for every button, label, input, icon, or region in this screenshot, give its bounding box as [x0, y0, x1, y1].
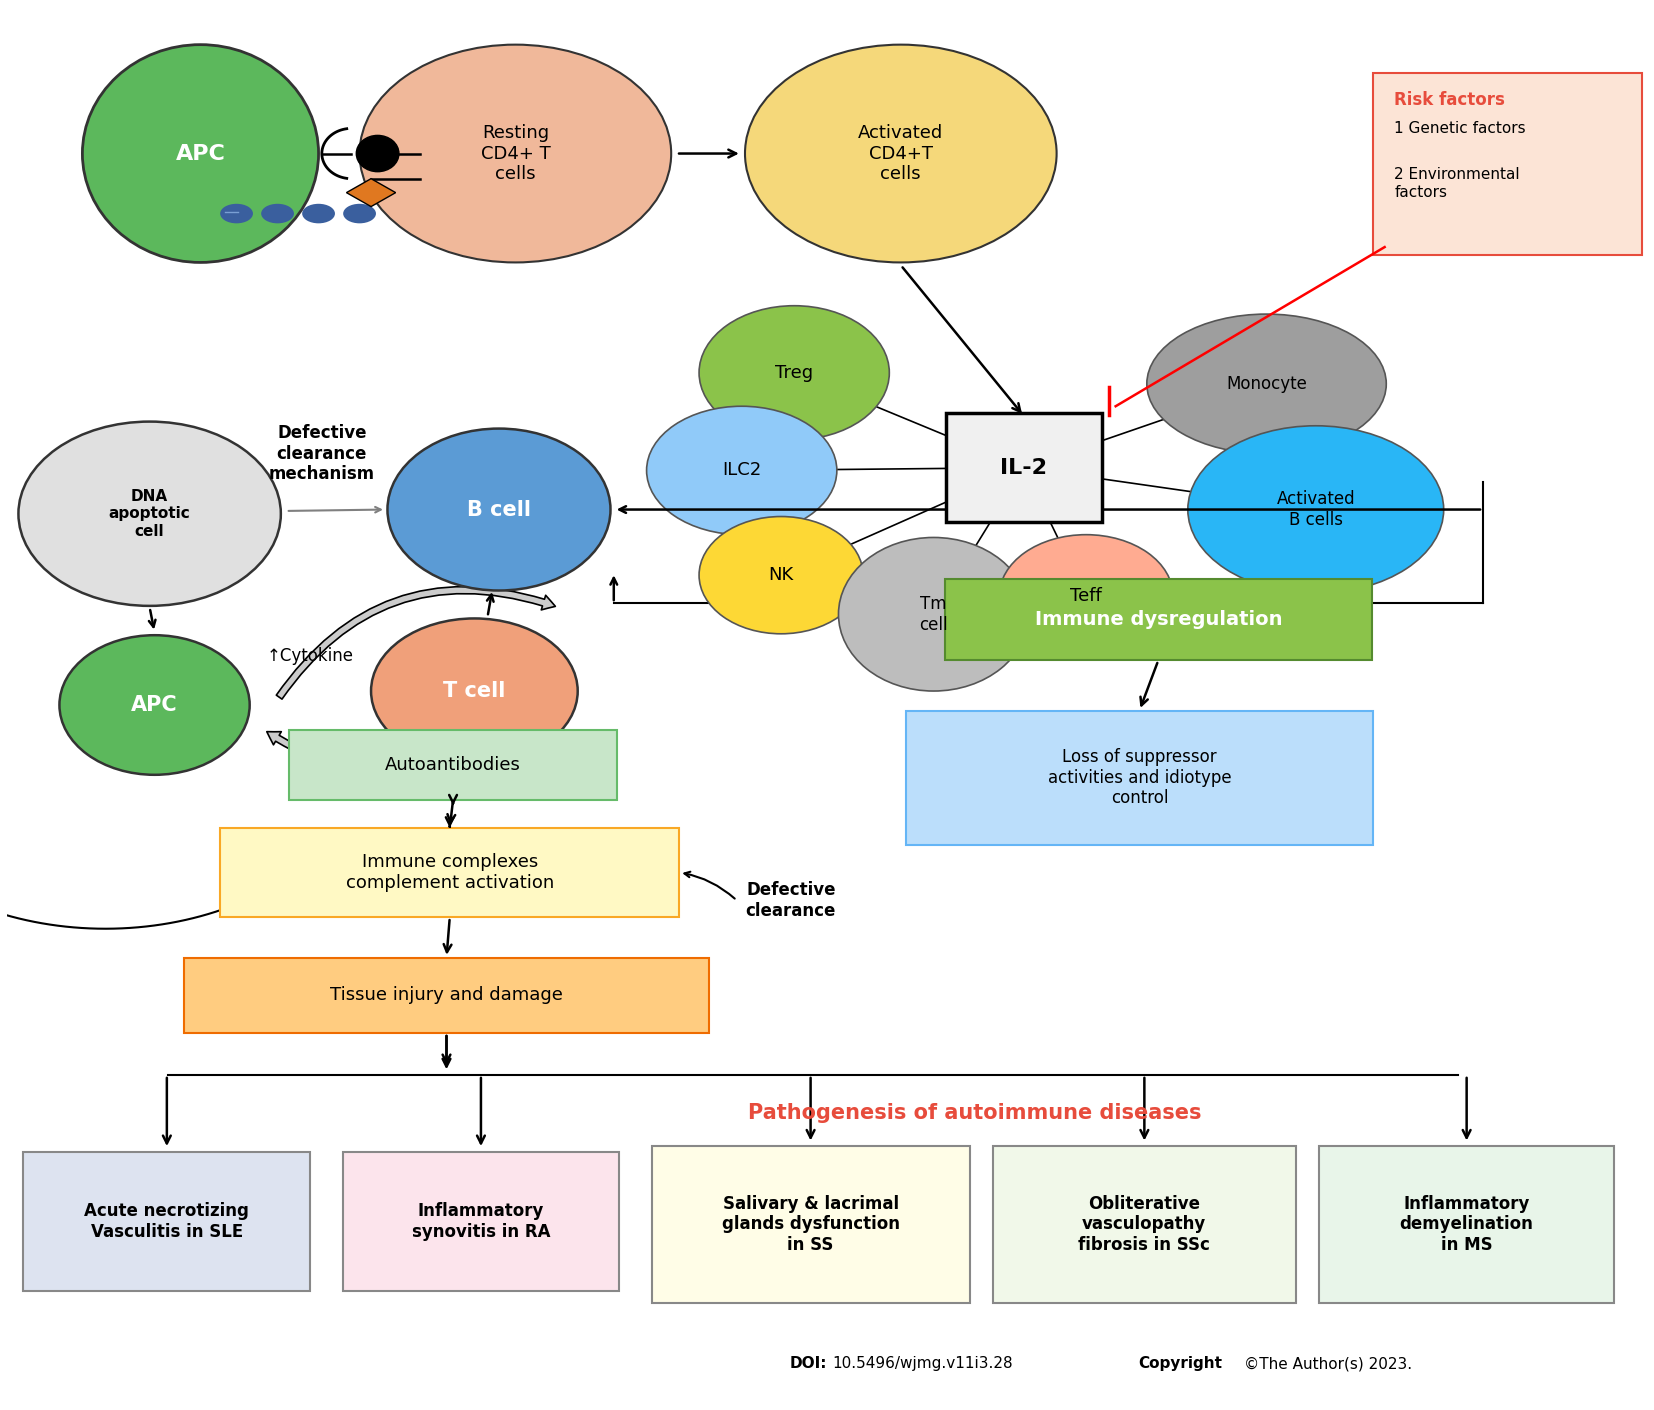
Ellipse shape — [303, 204, 336, 223]
Text: Defective
clearance: Defective clearance — [746, 881, 837, 919]
Ellipse shape — [261, 204, 294, 223]
FancyBboxPatch shape — [906, 711, 1373, 845]
FancyBboxPatch shape — [944, 580, 1371, 660]
Ellipse shape — [1146, 314, 1386, 454]
Text: APC: APC — [175, 144, 225, 164]
Text: ©The Author(s) 2023.: ©The Author(s) 2023. — [1244, 1356, 1413, 1372]
FancyBboxPatch shape — [220, 828, 680, 918]
Text: T cell: T cell — [443, 681, 506, 701]
Text: Teff: Teff — [1070, 587, 1102, 605]
FancyBboxPatch shape — [184, 957, 710, 1034]
Text: DOI:: DOI: — [789, 1356, 827, 1372]
Text: Copyright: Copyright — [1138, 1356, 1222, 1372]
FancyArrowPatch shape — [276, 587, 556, 699]
Ellipse shape — [700, 516, 863, 634]
Text: Obliterative
vasculopathy
fibrosis in SSc: Obliterative vasculopathy fibrosis in SS… — [1078, 1194, 1211, 1253]
FancyBboxPatch shape — [1373, 72, 1642, 255]
Ellipse shape — [744, 45, 1057, 262]
Text: Tissue injury and damage: Tissue injury and damage — [331, 987, 562, 1004]
FancyBboxPatch shape — [652, 1146, 969, 1303]
FancyBboxPatch shape — [1318, 1146, 1614, 1303]
Text: Defective
clearance
mechanism: Defective clearance mechanism — [270, 424, 375, 484]
Text: Inflammatory
synovitis in RA: Inflammatory synovitis in RA — [412, 1203, 551, 1241]
Ellipse shape — [387, 429, 610, 591]
Text: Activated
CD4+T
cells: Activated CD4+T cells — [858, 124, 943, 183]
Ellipse shape — [60, 634, 250, 776]
FancyBboxPatch shape — [992, 1146, 1297, 1303]
Text: Inflammatory
demyelination
in MS: Inflammatory demyelination in MS — [1399, 1194, 1533, 1253]
Text: ILC2: ILC2 — [723, 461, 761, 479]
Text: Tm
cell: Tm cell — [920, 595, 948, 633]
Text: 10.5496/wjmg.v11i3.28: 10.5496/wjmg.v11i3.28 — [832, 1356, 1012, 1372]
FancyBboxPatch shape — [342, 1152, 619, 1292]
Ellipse shape — [999, 534, 1173, 657]
FancyArrowPatch shape — [266, 721, 547, 780]
Ellipse shape — [647, 406, 837, 534]
Ellipse shape — [370, 619, 577, 764]
Ellipse shape — [18, 422, 281, 606]
Text: Acute necrotizing
Vasculitis in SLE: Acute necrotizing Vasculitis in SLE — [84, 1203, 250, 1241]
FancyBboxPatch shape — [289, 730, 617, 799]
Text: Resting
CD4+ T
cells: Resting CD4+ T cells — [481, 124, 551, 183]
Polygon shape — [346, 179, 395, 207]
Text: Treg: Treg — [776, 364, 814, 382]
Text: Immune complexes
complement activation: Immune complexes complement activation — [346, 853, 554, 893]
Ellipse shape — [359, 45, 672, 262]
Ellipse shape — [700, 306, 890, 440]
Text: APC: APC — [131, 695, 179, 715]
Text: DNA
apoptotic
cell: DNA apoptotic cell — [109, 489, 190, 539]
Text: Autoantibodies: Autoantibodies — [385, 756, 521, 774]
Ellipse shape — [83, 45, 319, 262]
Circle shape — [356, 135, 399, 172]
Ellipse shape — [220, 204, 253, 223]
Ellipse shape — [1188, 426, 1444, 594]
Text: Activated
B cells: Activated B cells — [1277, 491, 1355, 529]
Text: 2 Environmental
factors: 2 Environmental factors — [1394, 168, 1520, 200]
Text: 1 Genetic factors: 1 Genetic factors — [1394, 121, 1527, 137]
Text: Loss of suppressor
activities and idiotype
control: Loss of suppressor activities and idioty… — [1047, 747, 1231, 808]
Text: Pathogenesis of autoimmune diseases: Pathogenesis of autoimmune diseases — [748, 1103, 1201, 1122]
Text: NK: NK — [769, 567, 794, 584]
Ellipse shape — [342, 204, 375, 223]
Text: IL-2: IL-2 — [1001, 458, 1047, 478]
Ellipse shape — [839, 537, 1029, 691]
Text: Immune dysregulation: Immune dysregulation — [1034, 611, 1282, 629]
FancyBboxPatch shape — [23, 1152, 311, 1292]
Text: B cell: B cell — [466, 499, 531, 519]
FancyBboxPatch shape — [946, 413, 1102, 522]
Text: Risk factors: Risk factors — [1394, 90, 1505, 109]
Text: ↑Cytokine: ↑Cytokine — [266, 647, 354, 666]
Text: Monocyte: Monocyte — [1226, 375, 1307, 393]
Text: Salivary & lacrimal
glands dysfunction
in SS: Salivary & lacrimal glands dysfunction i… — [721, 1194, 900, 1253]
